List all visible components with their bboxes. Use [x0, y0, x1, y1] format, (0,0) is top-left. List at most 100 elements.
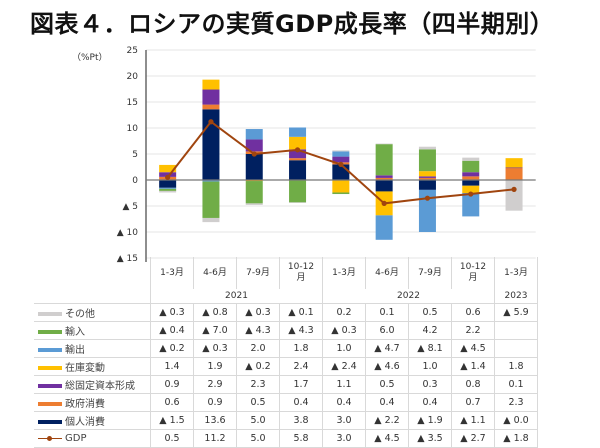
data-label: 3.8	[279, 411, 323, 430]
bar-segment	[289, 149, 307, 159]
data-label: ▲ 0.3	[236, 303, 280, 322]
bar-segment	[375, 215, 393, 240]
data-label: 0.4	[279, 393, 323, 412]
quarter-header: 1-3月	[494, 257, 538, 289]
bar-segment	[462, 172, 480, 177]
table-row: 総固定資本形成 0.9 2.9 2.3 1.7 1.1 0.5 0.3 0.8 0.1	[34, 375, 538, 394]
data-label	[494, 321, 538, 340]
data-label: ▲ 4.7	[365, 339, 409, 358]
bar-segment	[462, 193, 480, 217]
y-tick-label: 25	[127, 46, 138, 56]
legend-label: 個人消費	[65, 417, 105, 428]
data-label: ▲ 0.3	[322, 321, 366, 340]
data-label: ▲ 0.4	[150, 321, 194, 340]
data-label: 1.8	[494, 357, 538, 376]
data-label: 6.0	[365, 321, 409, 340]
bar-segment	[159, 172, 177, 177]
legend-swatch	[38, 420, 62, 424]
bar-segment	[202, 217, 220, 223]
bar-segment	[245, 129, 263, 140]
gdp-point	[338, 161, 344, 167]
data-label: 0.9	[193, 393, 237, 412]
data-label: ▲ 2.4	[322, 357, 366, 376]
legend-swatch	[38, 348, 62, 352]
y-tick-label: ▲ 10	[117, 228, 139, 238]
data-label: 0.9	[150, 375, 194, 394]
y-tick-label: 0	[132, 176, 138, 186]
bar-segment	[245, 203, 263, 205]
data-label: ▲ 2.7	[451, 429, 495, 448]
legend-label: 政府消費	[65, 399, 105, 410]
bar-segment	[202, 104, 220, 110]
data-label: ▲ 5.9	[494, 303, 538, 322]
gdp-point	[468, 191, 474, 197]
legend-政府消費: 政府消費	[34, 393, 151, 412]
data-label: 0.4	[322, 393, 366, 412]
data-label: 1.4	[150, 357, 194, 376]
data-label: 13.6	[193, 411, 237, 430]
bar-segment	[332, 180, 350, 193]
quarter-label: 1-3月	[504, 267, 528, 278]
data-label: ▲ 0.2	[150, 339, 194, 358]
data-label: 2.4	[279, 357, 323, 376]
legend-総固定資本形成: 総固定資本形成	[34, 375, 151, 394]
data-label: 5.0	[236, 429, 280, 448]
data-label: 1.0	[322, 339, 366, 358]
data-label: 3.0	[322, 429, 366, 448]
bar-segment	[159, 180, 177, 188]
data-label: 1.8	[279, 339, 323, 358]
y-tick-label: 20	[127, 72, 139, 82]
bar-segment	[289, 180, 307, 203]
chart-title: 図表４．ロシアの実質GDP成長率（四半期別）	[30, 10, 555, 38]
data-label: 2.2	[451, 321, 495, 340]
y-tick-label: 5	[132, 150, 138, 160]
quarter-label: 1-3月	[332, 267, 356, 278]
legend-label: 輸出	[65, 345, 85, 356]
bar-segment	[505, 167, 523, 169]
bar-segment	[418, 146, 436, 150]
data-label: 0.4	[408, 393, 452, 412]
table-row: 個人消費 ▲ 1.5 13.6 5.0 3.8 3.0 ▲ 2.2 ▲ 1.9 ▲ 1.1 ▲ 0…	[34, 411, 538, 430]
bar-segment	[418, 149, 436, 172]
bar-segment	[245, 139, 263, 152]
data-label: ▲ 0.2	[236, 357, 280, 376]
quarter-header: 1-3月	[150, 257, 194, 289]
bar-segment	[332, 156, 350, 163]
bar-segment	[375, 175, 393, 178]
bar-segment	[289, 202, 307, 203]
data-label: 5.8	[279, 429, 323, 448]
bar-segment	[462, 185, 480, 193]
year-header: 2023	[494, 289, 538, 304]
bar-segment	[202, 79, 220, 90]
table-row: その他 ▲ 0.3 ▲ 0.8 ▲ 0.3 ▲ 0.1 0.2 0.1 0.5 0.6 ▲ 5.9	[34, 303, 538, 322]
gdp-point	[251, 151, 257, 157]
data-label: ▲ 1.5	[150, 411, 194, 430]
table-row: 政府消費 0.6 0.9 0.5 0.4 0.4 0.4 0.4 0.7 2.3	[34, 393, 538, 412]
bar-segment	[375, 144, 393, 176]
y-tick-label: ▲ 5	[122, 202, 138, 212]
legend-その他: その他	[34, 303, 151, 322]
bar-segment	[462, 180, 480, 186]
bar-segment	[332, 151, 350, 157]
bar-segment	[332, 192, 350, 195]
data-label: 4.2	[408, 321, 452, 340]
data-label: 1.0	[408, 357, 452, 376]
table-corner	[34, 289, 151, 304]
legend-label: 在庫変動	[65, 363, 105, 374]
bar-segment	[159, 190, 177, 193]
data-label: 1.9	[193, 357, 237, 376]
data-label: ▲ 0.8	[193, 303, 237, 322]
legend-label: GDP	[65, 433, 87, 444]
data-label: ▲ 0.0	[494, 411, 538, 430]
quarter-label: 月	[296, 273, 306, 283]
quarter-header: 7-9月	[236, 257, 280, 289]
quarter-label: 7-9月	[418, 267, 442, 278]
data-label: 3.0	[322, 411, 366, 430]
bar-segment	[375, 177, 393, 180]
bar-segment	[418, 180, 436, 190]
year-header: 2022	[322, 289, 495, 304]
data-label: 0.5	[365, 375, 409, 394]
bar-segment	[375, 180, 393, 192]
data-label: ▲ 1.8	[494, 429, 538, 448]
bar-segment	[505, 180, 523, 211]
